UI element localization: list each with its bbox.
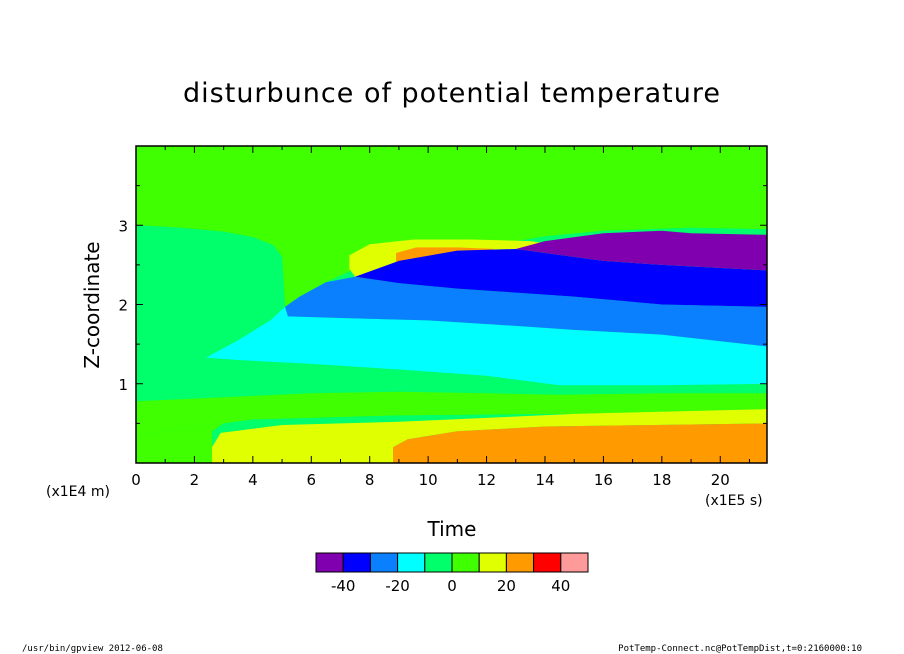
y-unit-label: (x1E4 m) <box>46 484 110 500</box>
x-tick-label: 8 <box>365 471 375 489</box>
colorbar-cell <box>342 552 371 573</box>
x-tick-label: 4 <box>248 471 258 489</box>
contour-regions <box>136 146 767 463</box>
footer-left: /usr/bin/gpview 2012-06-08 <box>22 644 163 654</box>
y-axis-label: Z-coordinate <box>80 241 104 368</box>
footer-right: PotTemp-Connect.nc@PotTempDist,t=0:21600… <box>618 644 862 654</box>
contour-region-1 <box>136 225 767 436</box>
colorbar-cell <box>424 552 453 573</box>
x-tick-label: 0 <box>131 471 141 489</box>
x-tick-label: 10 <box>419 471 438 489</box>
x-tick-label: 2 <box>190 471 200 489</box>
x-tick-label: 14 <box>535 471 554 489</box>
colorbar-cell <box>397 552 426 573</box>
colorbar-cell <box>533 552 562 573</box>
x-tick-label: 20 <box>711 471 730 489</box>
y-axis-ticks: 1 2 3 <box>118 185 767 424</box>
x-tick-label: 6 <box>307 471 317 489</box>
x-axis-label: Time <box>427 517 477 541</box>
colorbar-cell <box>369 552 399 573</box>
colorbar-label: 40 <box>551 577 570 595</box>
y-tick-label: 3 <box>118 217 128 235</box>
contour-region-5 <box>393 423 767 463</box>
contour-region-8 <box>206 306 767 386</box>
colorbar-label: -40 <box>331 577 356 595</box>
x-unit-label: (x1E5 s) <box>705 493 763 509</box>
colorbar-label: -20 <box>385 577 410 595</box>
y-tick-label: 1 <box>118 376 128 394</box>
colorbar-labels: -40 -20 0 20 40 <box>331 577 570 595</box>
y-tick-label: 2 <box>118 297 128 315</box>
chart-title: disturbunce of potential temperature <box>183 78 721 109</box>
contour-region-11 <box>515 230 767 271</box>
colorbar-label: 20 <box>497 577 516 595</box>
colorbar-cell <box>505 552 535 573</box>
colorbar <box>315 552 589 573</box>
contour-region-10 <box>355 249 767 307</box>
contour-region-0 <box>136 146 767 307</box>
contour-region-9 <box>285 276 767 347</box>
colorbar-cell <box>478 552 507 573</box>
contour-region-4 <box>212 409 767 463</box>
colorbar-cell <box>315 552 344 573</box>
colorbar-cell <box>451 552 480 573</box>
colorbar-label: 0 <box>447 577 457 595</box>
colorbar-cell <box>560 552 589 573</box>
x-tick-label: 18 <box>652 471 671 489</box>
x-tick-label: 16 <box>594 471 613 489</box>
x-tick-label: 12 <box>477 471 496 489</box>
x-axis-ticks: 0 2 4 6 8 10 12 14 16 18 20 <box>131 146 750 489</box>
